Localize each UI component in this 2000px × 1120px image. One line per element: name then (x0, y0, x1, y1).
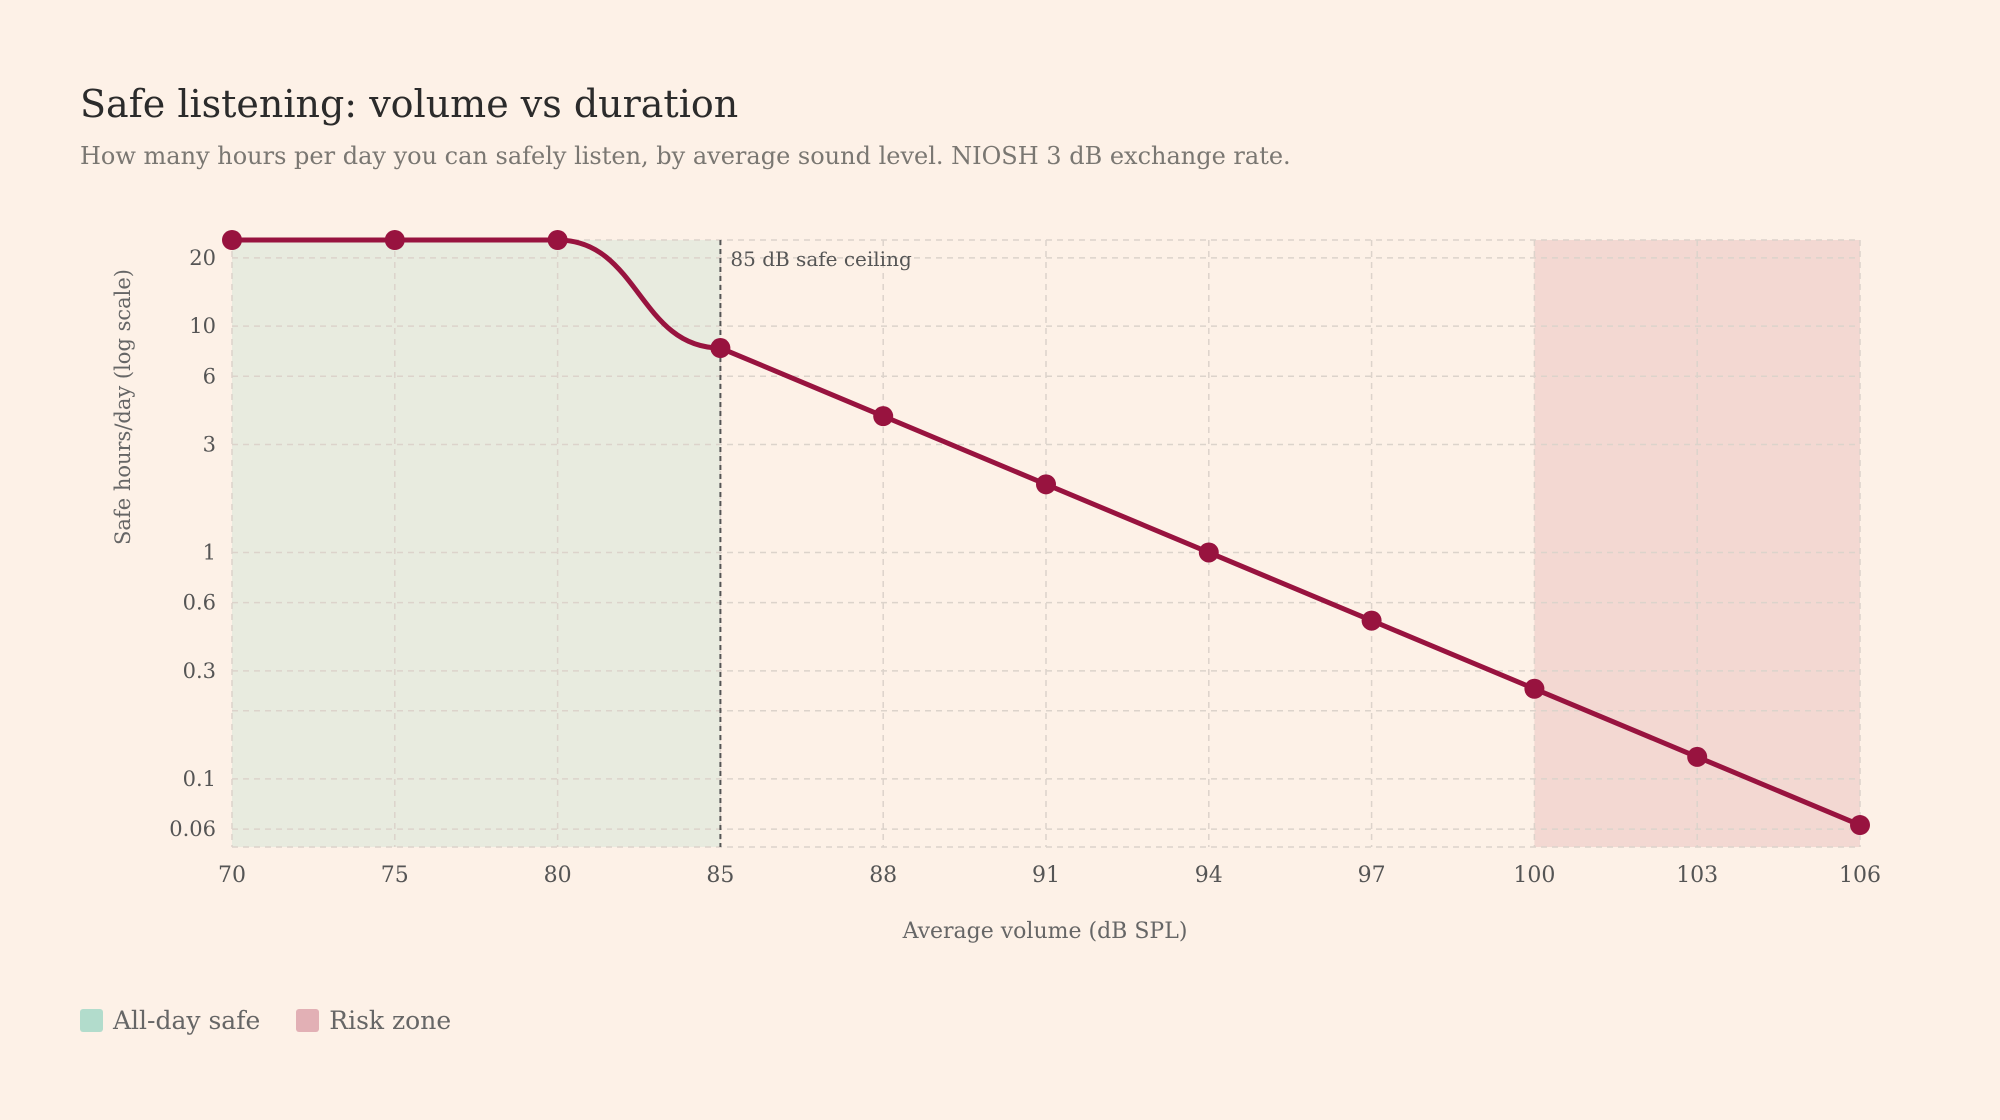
x-axis-label: Average volume (dB SPL) (902, 919, 1188, 944)
x-axis-ticks: 70 75 80 85 88 91 94 97 100 103 106 (218, 863, 1881, 888)
x-tick-label-70: 70 (218, 863, 246, 888)
y-tick-label-0.06: 0.06 (169, 817, 216, 841)
data-point-100 (1524, 678, 1545, 699)
y-tick-label-1: 1 (203, 540, 216, 564)
legend: All-day safe Risk zone (80, 1006, 451, 1035)
x-tick-label-97: 97 (1358, 863, 1386, 888)
y-axis-label: Safe hours/day (log scale) (111, 269, 135, 545)
x-tick-label-80: 80 (544, 863, 572, 888)
series-line (232, 237, 1861, 828)
x-tick-label-100: 100 (1513, 863, 1555, 888)
x-tick-label-85: 85 (706, 863, 734, 888)
y-tick-label-0.1: 0.1 (183, 767, 216, 791)
ceiling-label: 85 dB safe ceiling (730, 247, 912, 271)
data-point-94 (1198, 542, 1219, 563)
legend-label-risk: Risk zone (329, 1006, 452, 1035)
chart-subtitle: How many hours per day you can safely li… (80, 142, 1291, 170)
legend-item-risk-zone: Risk zone (296, 1006, 451, 1035)
y-tick-label-10: 10 (189, 314, 216, 338)
x-tick-label-91: 91 (1032, 863, 1060, 888)
data-point-88 (873, 406, 894, 427)
legend-item-all-day-safe: All-day safe (80, 1006, 260, 1035)
y-tick-label-0.3: 0.3 (183, 659, 216, 683)
data-point-103 (1687, 746, 1708, 767)
data-point-91 (1036, 474, 1056, 495)
series (222, 230, 1870, 836)
legend-swatch-risk (296, 1009, 320, 1032)
y-tick-label-6: 6 (203, 364, 216, 388)
data-point-75 (384, 230, 405, 250)
chart-title: Safe listening: volume vs duration (80, 82, 739, 126)
y-tick-label-0.6: 0.6 (183, 591, 216, 615)
data-point-70 (222, 230, 242, 250)
data-point-106 (1850, 815, 1870, 836)
safe-zone-band (232, 240, 721, 847)
x-tick-label-103: 103 (1676, 863, 1718, 888)
legend-label-safe: All-day safe (113, 1006, 261, 1035)
data-point-80 (547, 230, 568, 250)
x-tick-label-75: 75 (381, 863, 409, 888)
x-tick-label-94: 94 (1195, 863, 1223, 888)
data-point-97 (1361, 610, 1382, 631)
data-point-85 (710, 338, 731, 359)
x-tick-label-106: 106 (1839, 863, 1881, 888)
y-tick-label-20: 20 (189, 246, 216, 270)
legend-swatch-safe (80, 1009, 103, 1032)
y-axis-ticks: 20 10 6 3 1 0.6 0.3 0.1 0.06 (169, 246, 216, 841)
x-tick-label-88: 88 (869, 863, 897, 888)
grid (231, 239, 1861, 848)
y-tick-label-3: 3 (203, 432, 216, 456)
